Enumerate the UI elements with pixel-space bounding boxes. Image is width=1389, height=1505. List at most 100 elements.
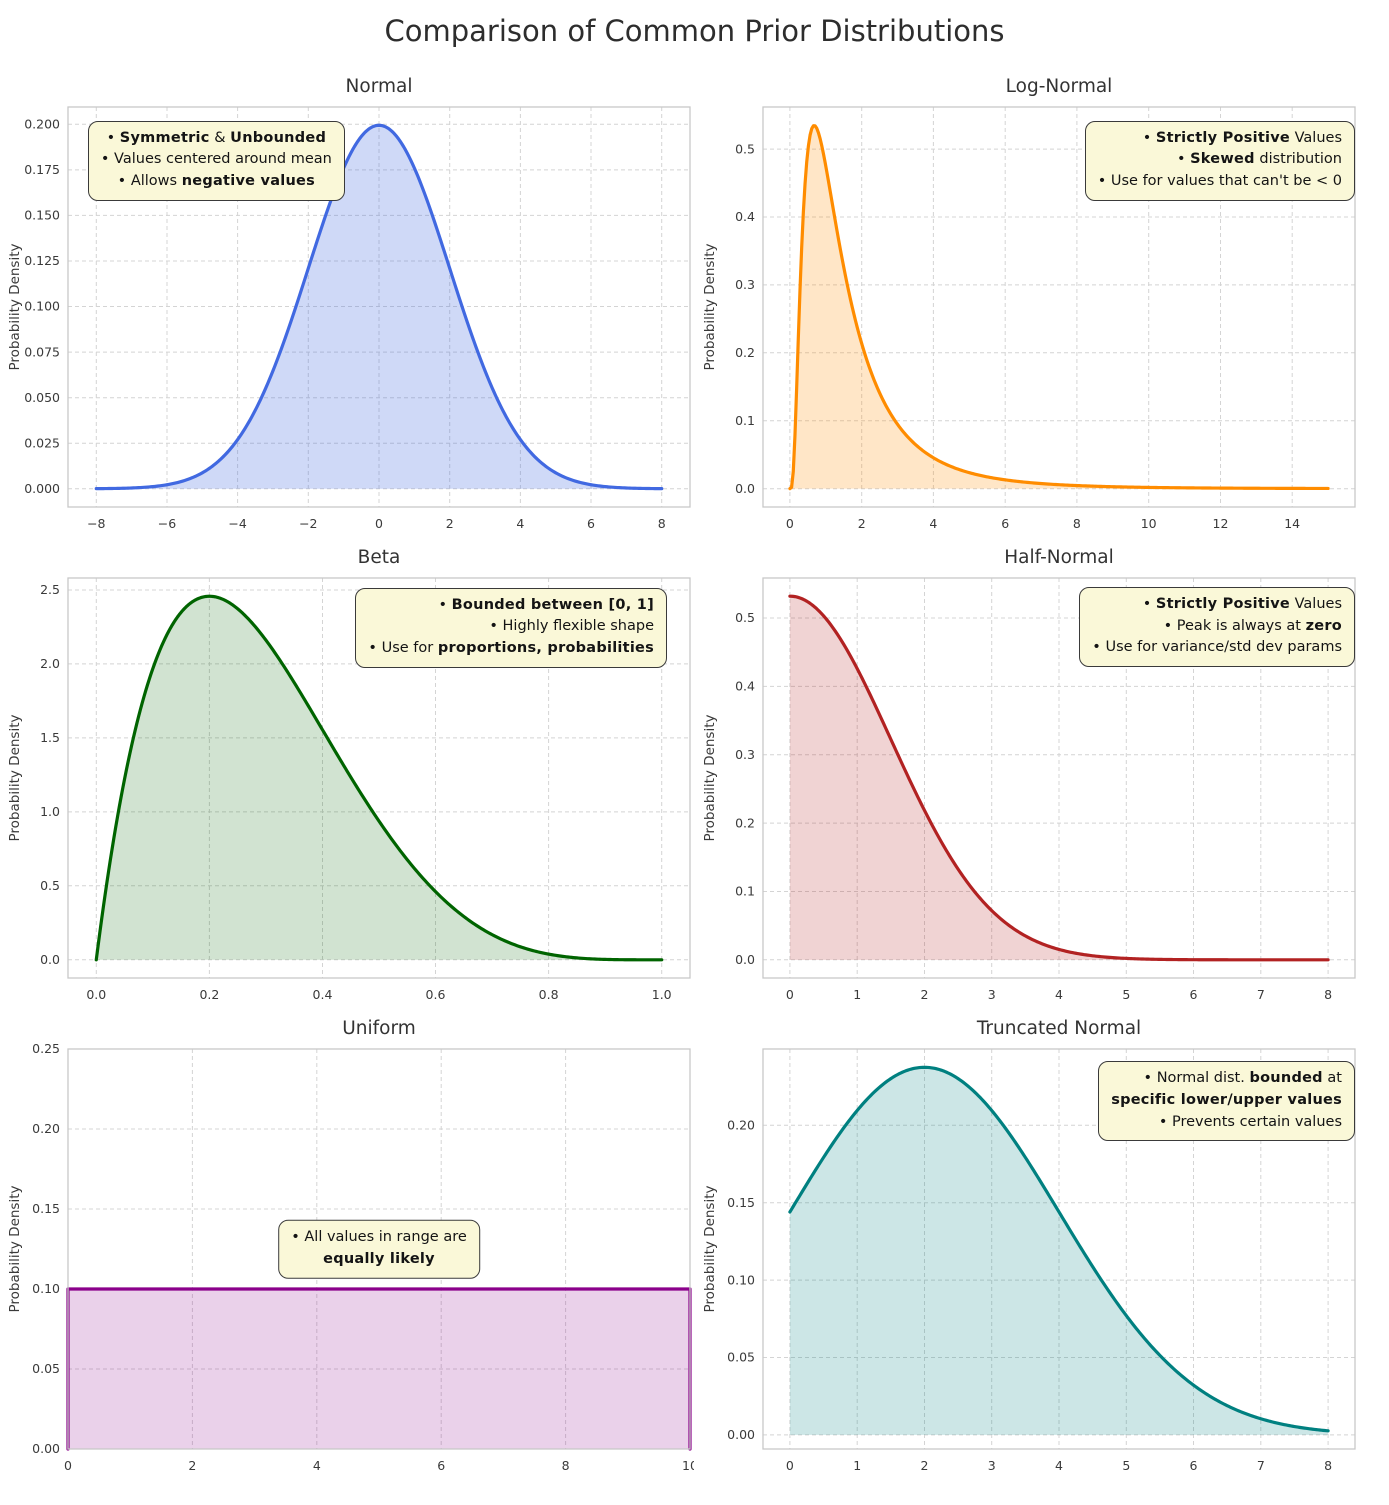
density-curve-normal: [94, 123, 664, 491]
y-tick-label: 0.15: [727, 1195, 755, 1210]
x-tick-label: 2: [921, 1458, 929, 1473]
x-tick-label: 3: [988, 1458, 996, 1473]
annotation-line: • Strictly Positive Values: [1142, 595, 1342, 612]
density-curve-beta: [94, 594, 664, 962]
plot-frame: [67, 1048, 691, 1450]
density-fill-truncnormal: [789, 1067, 1329, 1435]
y-tick-label: 0.4: [735, 209, 755, 224]
subplot-lognormal: Log-Normal 0 2 4 6 8 10 12 14 0.0 0.1 0.2 0.3 0.4 0.5…: [694, 70, 1389, 541]
annotation-line: • Use for variance/std dev params: [1092, 639, 1342, 656]
y-tick-label: 0.20: [727, 1118, 755, 1133]
annotation-truncnormal: • Normal dist. bounded at specific lower/…: [1098, 1061, 1355, 1142]
y-tick-label: 0.3: [735, 277, 755, 292]
annotation-line: • Symmetric & Unbounded: [106, 129, 327, 146]
annotation-line: • Values centered around mean: [100, 151, 332, 168]
y-tick-label: 0.0: [735, 952, 755, 967]
annotation-line: • Skewed distribution: [1176, 151, 1342, 168]
subplot-beta: Beta 0.0 0.2 0.4 0.6 0.8 1.0 0.0 0.5 1.0 1.5 2.0 2.…: [0, 541, 694, 1012]
annotation-beta: • Bounded between [0, 1] • Highly flexibl…: [355, 587, 667, 668]
plot-frame: [67, 577, 691, 979]
x-tick-label: 1.0: [652, 987, 672, 1002]
figure-grid: Normal −8 −6 −4 −2 0 2 4 6 8 0.000 0.025 0.050 0.075…: [0, 70, 1389, 1483]
x-tick-label: 6: [1001, 516, 1009, 531]
y-tick-label: 1.0: [40, 804, 60, 819]
y-tick-label: 0.050: [24, 390, 60, 405]
y-tick-label: 0.125: [24, 253, 60, 268]
y-tick-label: 0.20: [32, 1121, 60, 1136]
y-tick-label: 2.5: [40, 582, 60, 597]
plot-frame: [67, 106, 691, 508]
y-tick-label: 0.0: [735, 481, 755, 496]
y-tick-label: 0.5: [40, 878, 60, 893]
x-tick-label: −4: [228, 516, 246, 531]
x-tick-label: 0.6: [426, 987, 446, 1002]
plot-frame: [762, 577, 1356, 979]
x-tick-label: 0.8: [539, 987, 559, 1002]
y-tick-label: 0.1: [735, 413, 755, 428]
chart-title-beta: Beta: [357, 547, 401, 568]
subplot-uniform: Uniform 0 2 4 6 8 10 0.00 0.05 0.10 0.15 0.20 0.25 P…: [0, 1012, 694, 1483]
annotation-line: • Prevents certain values: [1158, 1113, 1342, 1130]
x-tick-label: 2: [921, 987, 929, 1002]
figure-suptitle: Comparison of Common Prior Distributions: [384, 14, 1005, 48]
x-tick-label: 7: [1257, 987, 1265, 1002]
x-tick-label: 0: [786, 1458, 794, 1473]
x-tick-label: 5: [1122, 987, 1130, 1002]
y-tick-label: 0.4: [735, 679, 755, 694]
x-tick-label: 8: [562, 1458, 570, 1473]
chart-title-uniform: Uniform: [342, 1018, 416, 1039]
x-tick-label: 4: [1055, 1458, 1063, 1473]
x-tick-label: 5: [1122, 1458, 1130, 1473]
density-curve-lognormal: [788, 124, 1330, 491]
annotation-normal: • Symmetric & Unbounded • Values centered…: [87, 120, 345, 201]
y-tick-label: 0.025: [24, 435, 60, 450]
density-curve-halfnormal: [788, 594, 1330, 962]
x-tick-label: 2: [188, 1458, 196, 1473]
subplot-truncnormal: Truncated Normal 0 1 2 3 4 5 6 7 8 0.00 0.05 0.10 0.…: [694, 1012, 1389, 1483]
x-tick-label: 12: [1213, 516, 1229, 531]
x-tick-label: 0: [375, 516, 383, 531]
chart-canvas-truncnormal: 0 1 2 3 4 5 6 7 8 0.00 0.05 0.10 0.15 0.20 Probability…: [694, 1041, 1389, 1483]
x-tick-label: −2: [299, 516, 317, 531]
chart-title-normal: Normal: [345, 76, 413, 97]
annotation-line: • Highly flexible shape: [489, 618, 654, 635]
x-tick-label: 1: [853, 1458, 861, 1473]
annotation-line: • All values in range are: [291, 1228, 467, 1245]
y-tick-label: 0.05: [727, 1350, 755, 1365]
plot-frame: [762, 106, 1356, 508]
y-tick-label: 2.0: [40, 656, 60, 671]
plot-svg-uniform: 0 2 4 6 8 10 0.00 0.05 0.10 0.15 0.20 0.25 Probabili…: [7, 1041, 694, 1473]
chart-canvas-normal: −8 −6 −4 −2 0 2 4 6 8 0.000 0.025 0.050 0.075 0.100 0.…: [0, 99, 694, 541]
y-tick-label: 0.100: [24, 299, 60, 314]
y-tick-label: 0.25: [32, 1041, 60, 1056]
annotation-line: specific lower/upper values: [1111, 1091, 1342, 1108]
x-tick-label: 4: [313, 1458, 321, 1473]
x-tick-label: −8: [87, 516, 105, 531]
y-tick-label: 0.2: [735, 345, 755, 360]
y-tick-label: 0.175: [24, 162, 60, 177]
annotation-line: • Allows negative values: [117, 173, 316, 190]
annotation-line: equally likely: [323, 1250, 435, 1267]
x-tick-label: −6: [158, 516, 176, 531]
y-tick-label: 0.1: [735, 884, 755, 899]
y-axis-label: Probability Density: [7, 244, 23, 371]
y-tick-label: 0.0: [40, 952, 60, 967]
plot-svg-lognormal: 0 2 4 6 8 10 12 14 0.0 0.1 0.2 0.3 0.4 0.5 Probability…: [702, 106, 1356, 531]
chart-canvas-uniform: 0 2 4 6 8 10 0.00 0.05 0.10 0.15 0.20 0.25 Probabili…: [0, 1041, 694, 1483]
annotation-line: • Peak is always at zero: [1163, 617, 1342, 634]
x-tick-label: 4: [516, 516, 524, 531]
subplot-halfnormal: Half-Normal 0 1 2 3 4 5 6 7 8 0.0 0.1 0.2 0.3 0.4 0.5 P…: [694, 541, 1389, 1012]
annotation-line: • Strictly Positive Values: [1142, 129, 1342, 146]
x-tick-label: 2: [446, 516, 454, 531]
y-axis-label: Probability Density: [702, 1186, 718, 1313]
plot-frame: [762, 1048, 1356, 1450]
annotation-halfnormal: • Strictly Positive Values • Peak is alwa…: [1079, 586, 1355, 668]
chart-title-lognormal: Log-Normal: [1005, 76, 1113, 97]
x-tick-label: 0.2: [199, 987, 219, 1002]
annotation-uniform: • All values in range are equally likely: [278, 1219, 480, 1279]
subplot-normal: Normal −8 −6 −4 −2 0 2 4 6 8 0.000 0.025 0.050 0.075…: [0, 70, 694, 541]
x-tick-label: 6: [587, 516, 595, 531]
x-tick-label: 6: [437, 1458, 445, 1473]
y-tick-label: 0.10: [32, 1281, 60, 1296]
x-tick-label: 3: [988, 987, 996, 1002]
